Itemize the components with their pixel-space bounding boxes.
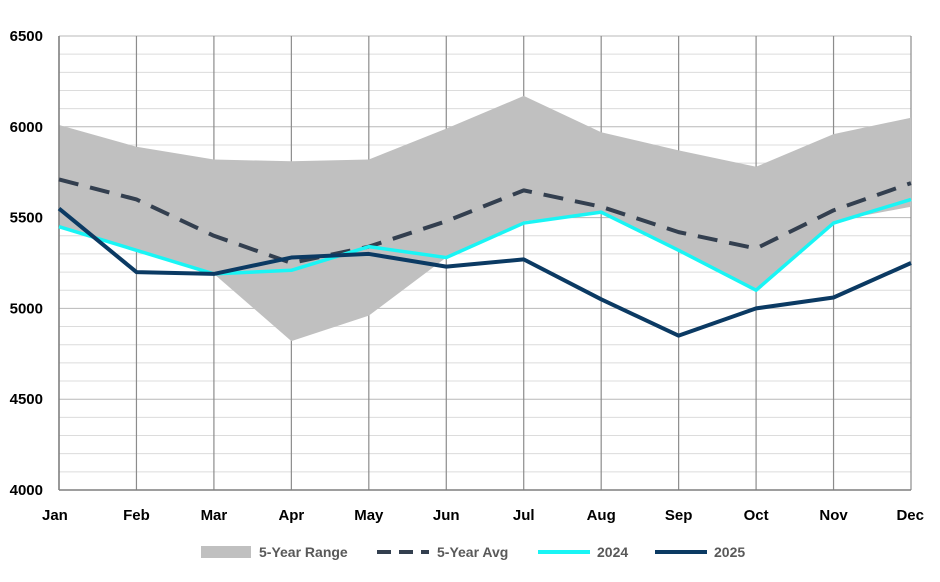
y-tick-label: 6000 [10, 119, 43, 136]
x-tick-label: Sep [665, 507, 693, 524]
y-tick-label: 5000 [10, 300, 43, 317]
x-tick-label: May [354, 507, 384, 524]
series-line-5-year-avg [58, 177, 912, 265]
y-tick-label: 5500 [10, 210, 43, 227]
legend-label-5-year-avg: 5-Year Avg [437, 544, 508, 560]
x-tick-label: Dec [896, 507, 924, 524]
range-area [59, 95, 911, 342]
series-lines [57, 177, 912, 338]
x-tick-label: Apr [278, 507, 304, 524]
legend-label-2025: 2025 [714, 544, 745, 560]
x-tick-label: Jul [513, 507, 535, 524]
x-tick-label: Oct [744, 507, 769, 524]
legend-swatch-5-year-range [201, 546, 251, 558]
series-line-2024 [58, 197, 912, 292]
x-tick-label: Jun [433, 507, 460, 524]
y-tick-label: 6500 [10, 28, 43, 45]
series-line-2025 [57, 206, 912, 338]
y-tick-label: 4000 [10, 482, 43, 499]
x-tick-label: Nov [819, 507, 848, 524]
x-tick-label: Mar [201, 507, 228, 524]
axes [58, 36, 911, 491]
y-tick-labels: 4000 4500 5000 5500 6000 6500 [10, 28, 43, 499]
x-tick-labels: Jan Feb Mar Apr May Jun Jul Aug Sep Oct Nov Dec [42, 507, 924, 524]
x-tick-label: Aug [587, 507, 616, 524]
x-tick-label: Feb [123, 507, 150, 524]
legend: 5-Year Range 5-Year Avg 2024 2025 [201, 544, 745, 560]
legend-label-2024: 2024 [597, 544, 628, 560]
y-tick-label: 4500 [10, 391, 43, 408]
x-tick-label: Jan [42, 507, 68, 524]
legend-label-5-year-range: 5-Year Range [259, 544, 348, 560]
range-band [59, 95, 911, 342]
